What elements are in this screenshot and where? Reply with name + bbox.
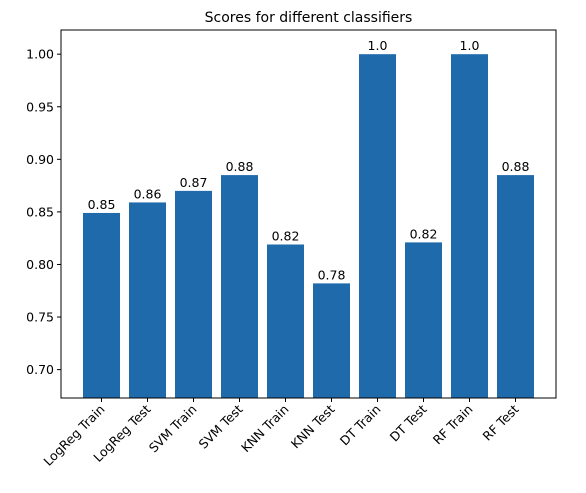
x-tick-label: SVM Train [146,402,200,456]
bar-value-label: 0.82 [272,228,300,243]
x-tick-label: RF Train [430,402,476,448]
y-axis: 0.70 0.75 0.80 0.85 0.90 0.95 1.00 [26,47,61,377]
bar-value-label: 0.85 [88,197,116,212]
y-tick-label: 0.80 [26,257,54,272]
bar [221,175,258,398]
bar [451,54,488,398]
x-tick-label: KNN Test [288,401,338,451]
bar [175,190,212,398]
bars-group [83,54,534,398]
bar-value-label: 0.86 [134,186,162,201]
plot-frame [60,29,557,399]
x-tick-label: KNN Train [238,402,292,456]
y-tick-label: 0.95 [26,99,54,114]
bar-value-labels: 0.85 0.86 0.87 0.88 0.82 0.78 1.0 0.82 1.0 0.88 [88,38,530,282]
bar-value-label: 1.0 [460,38,480,53]
bar [129,202,166,398]
x-tick-label: DT Test [387,401,430,444]
y-tick-label: 0.70 [26,362,54,377]
bar-value-label: 0.78 [318,267,346,282]
y-tick-label: 0.90 [26,152,54,167]
bar [267,244,304,398]
y-tick-label: 0.85 [26,204,54,219]
y-tick-label: 1.00 [26,47,54,62]
bar [497,175,534,398]
bar-value-label: 1.0 [368,38,388,53]
y-tick-label: 0.75 [26,310,54,325]
x-tick-label: RF Test [480,401,522,443]
x-tick-label: DT Train [337,402,384,449]
bar [405,242,442,398]
chart-title: Scores for different classifiers [205,10,413,26]
bar-value-label: 0.88 [502,159,530,174]
bar [83,212,120,398]
bar-value-label: 0.82 [410,226,438,241]
bar-value-label: 0.88 [226,159,254,174]
bar-value-label: 0.87 [180,175,208,190]
bar [313,283,350,398]
bar [359,54,396,398]
